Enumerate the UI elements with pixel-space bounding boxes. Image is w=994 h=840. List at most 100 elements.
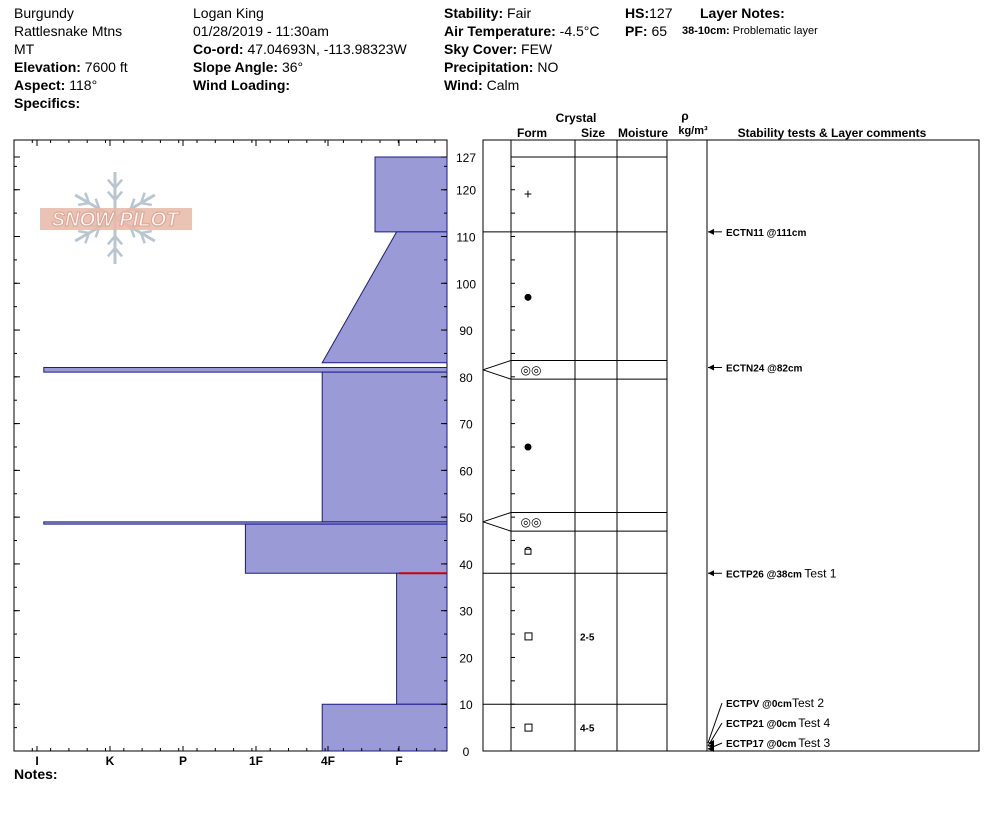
form-symbol: ◎◎ (521, 515, 542, 529)
coordinates: Co-ord: 47.04693N, -113.98323W (193, 41, 407, 57)
hardness-tick-label: P (179, 754, 187, 768)
hardness-layer (321, 231, 448, 364)
layer-note: 38-10cm: Problematic layer (682, 25, 818, 37)
hardness-tick-label: F (395, 754, 402, 768)
snowflake-branch (139, 232, 146, 244)
hardness-layer (321, 371, 448, 523)
depth-tick-label: 80 (459, 371, 473, 385)
test-arrow-line (707, 722, 723, 747)
moisture-header: Moisture (618, 126, 668, 140)
snowflake-branch (139, 192, 146, 204)
snowflake-branch (114, 178, 124, 189)
stability-test-comment: Test 1 (804, 566, 836, 580)
hardness-layer (396, 572, 448, 705)
snowflake-branch (106, 178, 116, 189)
stability-header: Stability tests & Layer comments (738, 126, 927, 140)
mountain-range: Rattlesnake Mtns (14, 23, 123, 39)
state: MT (14, 41, 35, 57)
snowpilot-logo (40, 172, 192, 264)
wind: Wind: Calm (444, 77, 520, 93)
stability-test-label: ECTP17 @0cm (726, 739, 796, 750)
hardness-layer (244, 523, 448, 574)
hardness-axis: I K P 1F 4F F (13, 140, 436, 768)
hardness-layer (321, 703, 448, 752)
test-arrow-head (708, 364, 714, 371)
snowflake-branch (129, 198, 136, 210)
stability-test-label: ECTN11 @111cm (726, 228, 806, 239)
depth-tick-label: 10 (459, 698, 473, 712)
depth-tick-label: 120 (456, 184, 476, 198)
header-col-notes: Layer Notes: 38-10cm: Problematic layer (682, 4, 818, 40)
hardness-profile (43, 156, 448, 752)
snowflake-branch (77, 201, 90, 207)
date-time: 01/28/2019 - 11:30am (193, 23, 329, 39)
depth-tick-label: 110 (456, 231, 475, 245)
depth-axis: 0 10 20 30 40 50 60 70 80 90 100 110 120 127 (14, 151, 476, 759)
form-melt-symbol (524, 443, 532, 451)
form-facet-symbol (524, 723, 533, 732)
logo-banner (40, 208, 192, 230)
header-col-site: Burgundy Rattlesnake Mtns MT Elevation: … (14, 4, 128, 112)
test-arrow-line (707, 702, 723, 744)
depth-tick-label: 90 (459, 324, 473, 338)
header-col-conditions: Stability: Fair Air Temperature: -4.5°C … (444, 4, 600, 94)
logo-text: SNOW PILOT (52, 209, 180, 231)
depth-tick-label: 40 (459, 558, 473, 572)
hardness-layer (43, 366, 448, 373)
stability: Stability: Fair (444, 5, 532, 21)
form-symbol: ◎◎ (521, 363, 542, 377)
depth-tick-label: 20 (459, 651, 473, 665)
header-col-hs: HS:127 PF: 65 (625, 4, 672, 40)
snowflake-branch (84, 192, 91, 204)
depth-tick-label: 0 (463, 745, 470, 759)
layer-connector (482, 521, 512, 532)
snowflake-branch (77, 229, 90, 235)
layer-table: + ◎◎ ◎◎ 2-5 4-5 ECTN11 @111cm ECTN24 @82cm ECTP… (482, 140, 837, 752)
snowflake-branch (140, 229, 153, 235)
layer-connector (482, 369, 512, 380)
hardness-layer (374, 156, 448, 233)
form-rounded-facet-symbol (524, 548, 532, 555)
hardness-tick-label: 1F (249, 754, 263, 768)
crystal-size: 2-5 (580, 632, 595, 643)
form-melt-symbol (524, 293, 532, 301)
density-header: kg/m³ (678, 125, 708, 137)
crystal-header: Crystal (556, 111, 597, 125)
snowflake-branch (106, 247, 116, 258)
snowflake-branch (114, 190, 124, 201)
layer-notes-label: Layer Notes: (700, 5, 785, 21)
test-arrow-head (708, 570, 714, 577)
depth-tick-label: 60 (459, 464, 473, 478)
notes-label: Notes: (14, 766, 58, 782)
depth-tick-label: 100 (456, 277, 476, 291)
snowflake-branch (114, 235, 124, 246)
stability-test-label: ECTN24 @82cm (726, 363, 803, 374)
air-temperature: Air Temperature: -4.5°C (444, 23, 600, 39)
snowflake-branch (106, 235, 116, 246)
snowflake-branch (94, 198, 101, 210)
depth-tick-label: 127 (456, 151, 476, 165)
crystal-size: 4-5 (580, 724, 595, 735)
form-facet-symbol (524, 632, 533, 641)
snowflake-branch (84, 232, 91, 244)
slope-angle: Slope Angle: 36° (193, 59, 304, 75)
stability-test-label: ECTP26 @38cm (726, 569, 802, 580)
stability-test-comment: Test 4 (798, 716, 830, 730)
precipitation: Precipitation: NO (444, 59, 559, 75)
header-col-observer: Logan King 01/28/2019 - 11:30am Co-ord: … (193, 4, 407, 94)
snow-height: HS:127 (625, 5, 673, 21)
hardness-tick-label: K (106, 754, 115, 768)
stability-test-label: ECTP21 @0cm (726, 719, 796, 730)
aspect: Aspect: 118° (14, 77, 98, 93)
location-name: Burgundy (14, 5, 74, 21)
rho-header: ρ (681, 109, 688, 123)
observer-name: Logan King (193, 5, 264, 21)
sky-cover: Sky Cover: FEW (444, 41, 553, 57)
wind-loading: Wind Loading: (193, 77, 291, 93)
form-rounded-facet-symbol (524, 546, 532, 550)
layer-table-frame (482, 139, 980, 752)
test-arrow-head (708, 228, 714, 235)
layer-connector (482, 359, 512, 371)
snowflake-branch (114, 247, 124, 258)
